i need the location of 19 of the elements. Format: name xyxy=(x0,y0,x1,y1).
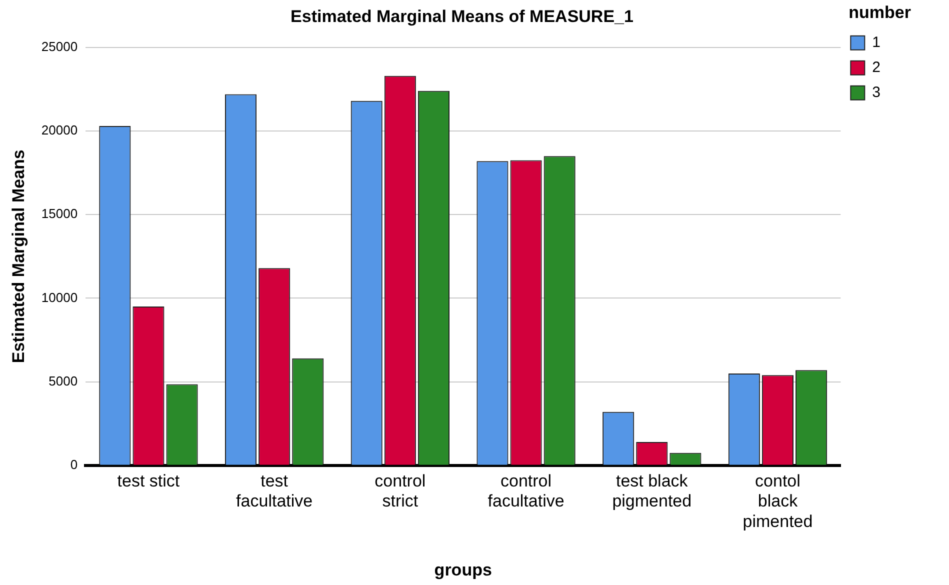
legend-title: number xyxy=(848,3,912,22)
y-axis-title: Estimated Marginal Means xyxy=(8,150,28,364)
x-tick-label: test black pigmented xyxy=(612,471,692,511)
legend-label: 2 xyxy=(872,59,881,76)
legend-label: 3 xyxy=(872,84,881,102)
y-tick-label: 20000 xyxy=(41,122,78,138)
y-tick-label: 15000 xyxy=(41,206,78,222)
chart-title: Estimated Marginal Means of MEASURE_1 xyxy=(290,6,634,26)
y-tick-label: 25000 xyxy=(41,38,78,54)
x-tick-label: contol black pimented xyxy=(742,471,813,532)
y-tick-label: 0 xyxy=(70,456,78,472)
x-axis-title: groups xyxy=(434,560,492,580)
y-tick-label: 5000 xyxy=(48,373,78,388)
x-tick-label: test stict xyxy=(117,471,180,490)
x-tick-label: control strict xyxy=(374,471,426,511)
x-tick-label: control facultative xyxy=(488,471,564,511)
legend-label: 1 xyxy=(872,34,881,52)
x-tick-label: test facultative xyxy=(236,471,313,511)
y-tick-label: 10000 xyxy=(41,290,78,305)
